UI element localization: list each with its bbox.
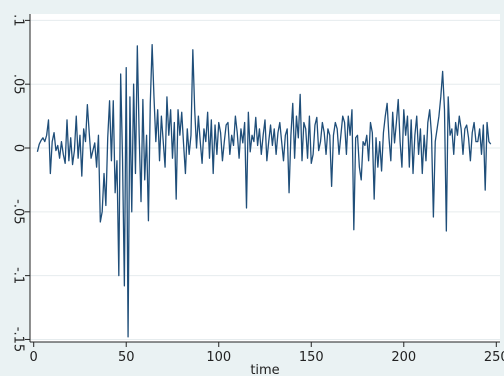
x-tick-label: 100 [206,350,231,365]
y-tick-label: .1 [11,14,26,26]
y-tick-label: 0 [11,144,26,152]
series-line [36,43,492,338]
y-tick-label: -.15 [11,327,26,352]
plot-area [30,14,500,342]
x-tick-label: 0 [30,350,38,365]
y-tick-label: .05 [11,74,26,95]
x-tick-label: 150 [299,350,324,365]
x-axis: 0 50 100 150 200 250 [30,342,504,365]
y-tick-label: -.1 [11,267,26,284]
x-tick-label: 50 [118,350,135,365]
y-axis: -.15 -.1 -.05 0 .05 .1 [11,14,30,352]
x-tick-label: 200 [391,350,416,365]
x-tick-label: 250 [484,350,504,365]
x-axis-title: time [250,363,279,376]
gridlines [30,19,500,340]
y-tick-label: -.05 [11,199,26,224]
